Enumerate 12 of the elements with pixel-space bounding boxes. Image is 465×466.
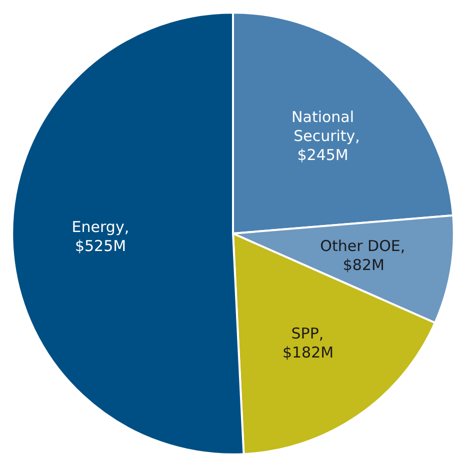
text: , bbox=[355, 127, 360, 146]
data-label: $525M bbox=[74, 237, 126, 256]
text: , bbox=[124, 218, 130, 237]
data-label: $245M bbox=[297, 146, 348, 164]
text: , bbox=[318, 325, 324, 343]
text: , bbox=[400, 238, 406, 256]
data-label: $82M bbox=[342, 256, 384, 274]
slice-label: Other DOE bbox=[320, 237, 400, 256]
slice-label: Energy bbox=[72, 218, 124, 236]
data-label: $182M bbox=[282, 344, 334, 362]
slice-label: SPP bbox=[291, 324, 319, 342]
slice-label: National Security bbox=[292, 108, 356, 145]
